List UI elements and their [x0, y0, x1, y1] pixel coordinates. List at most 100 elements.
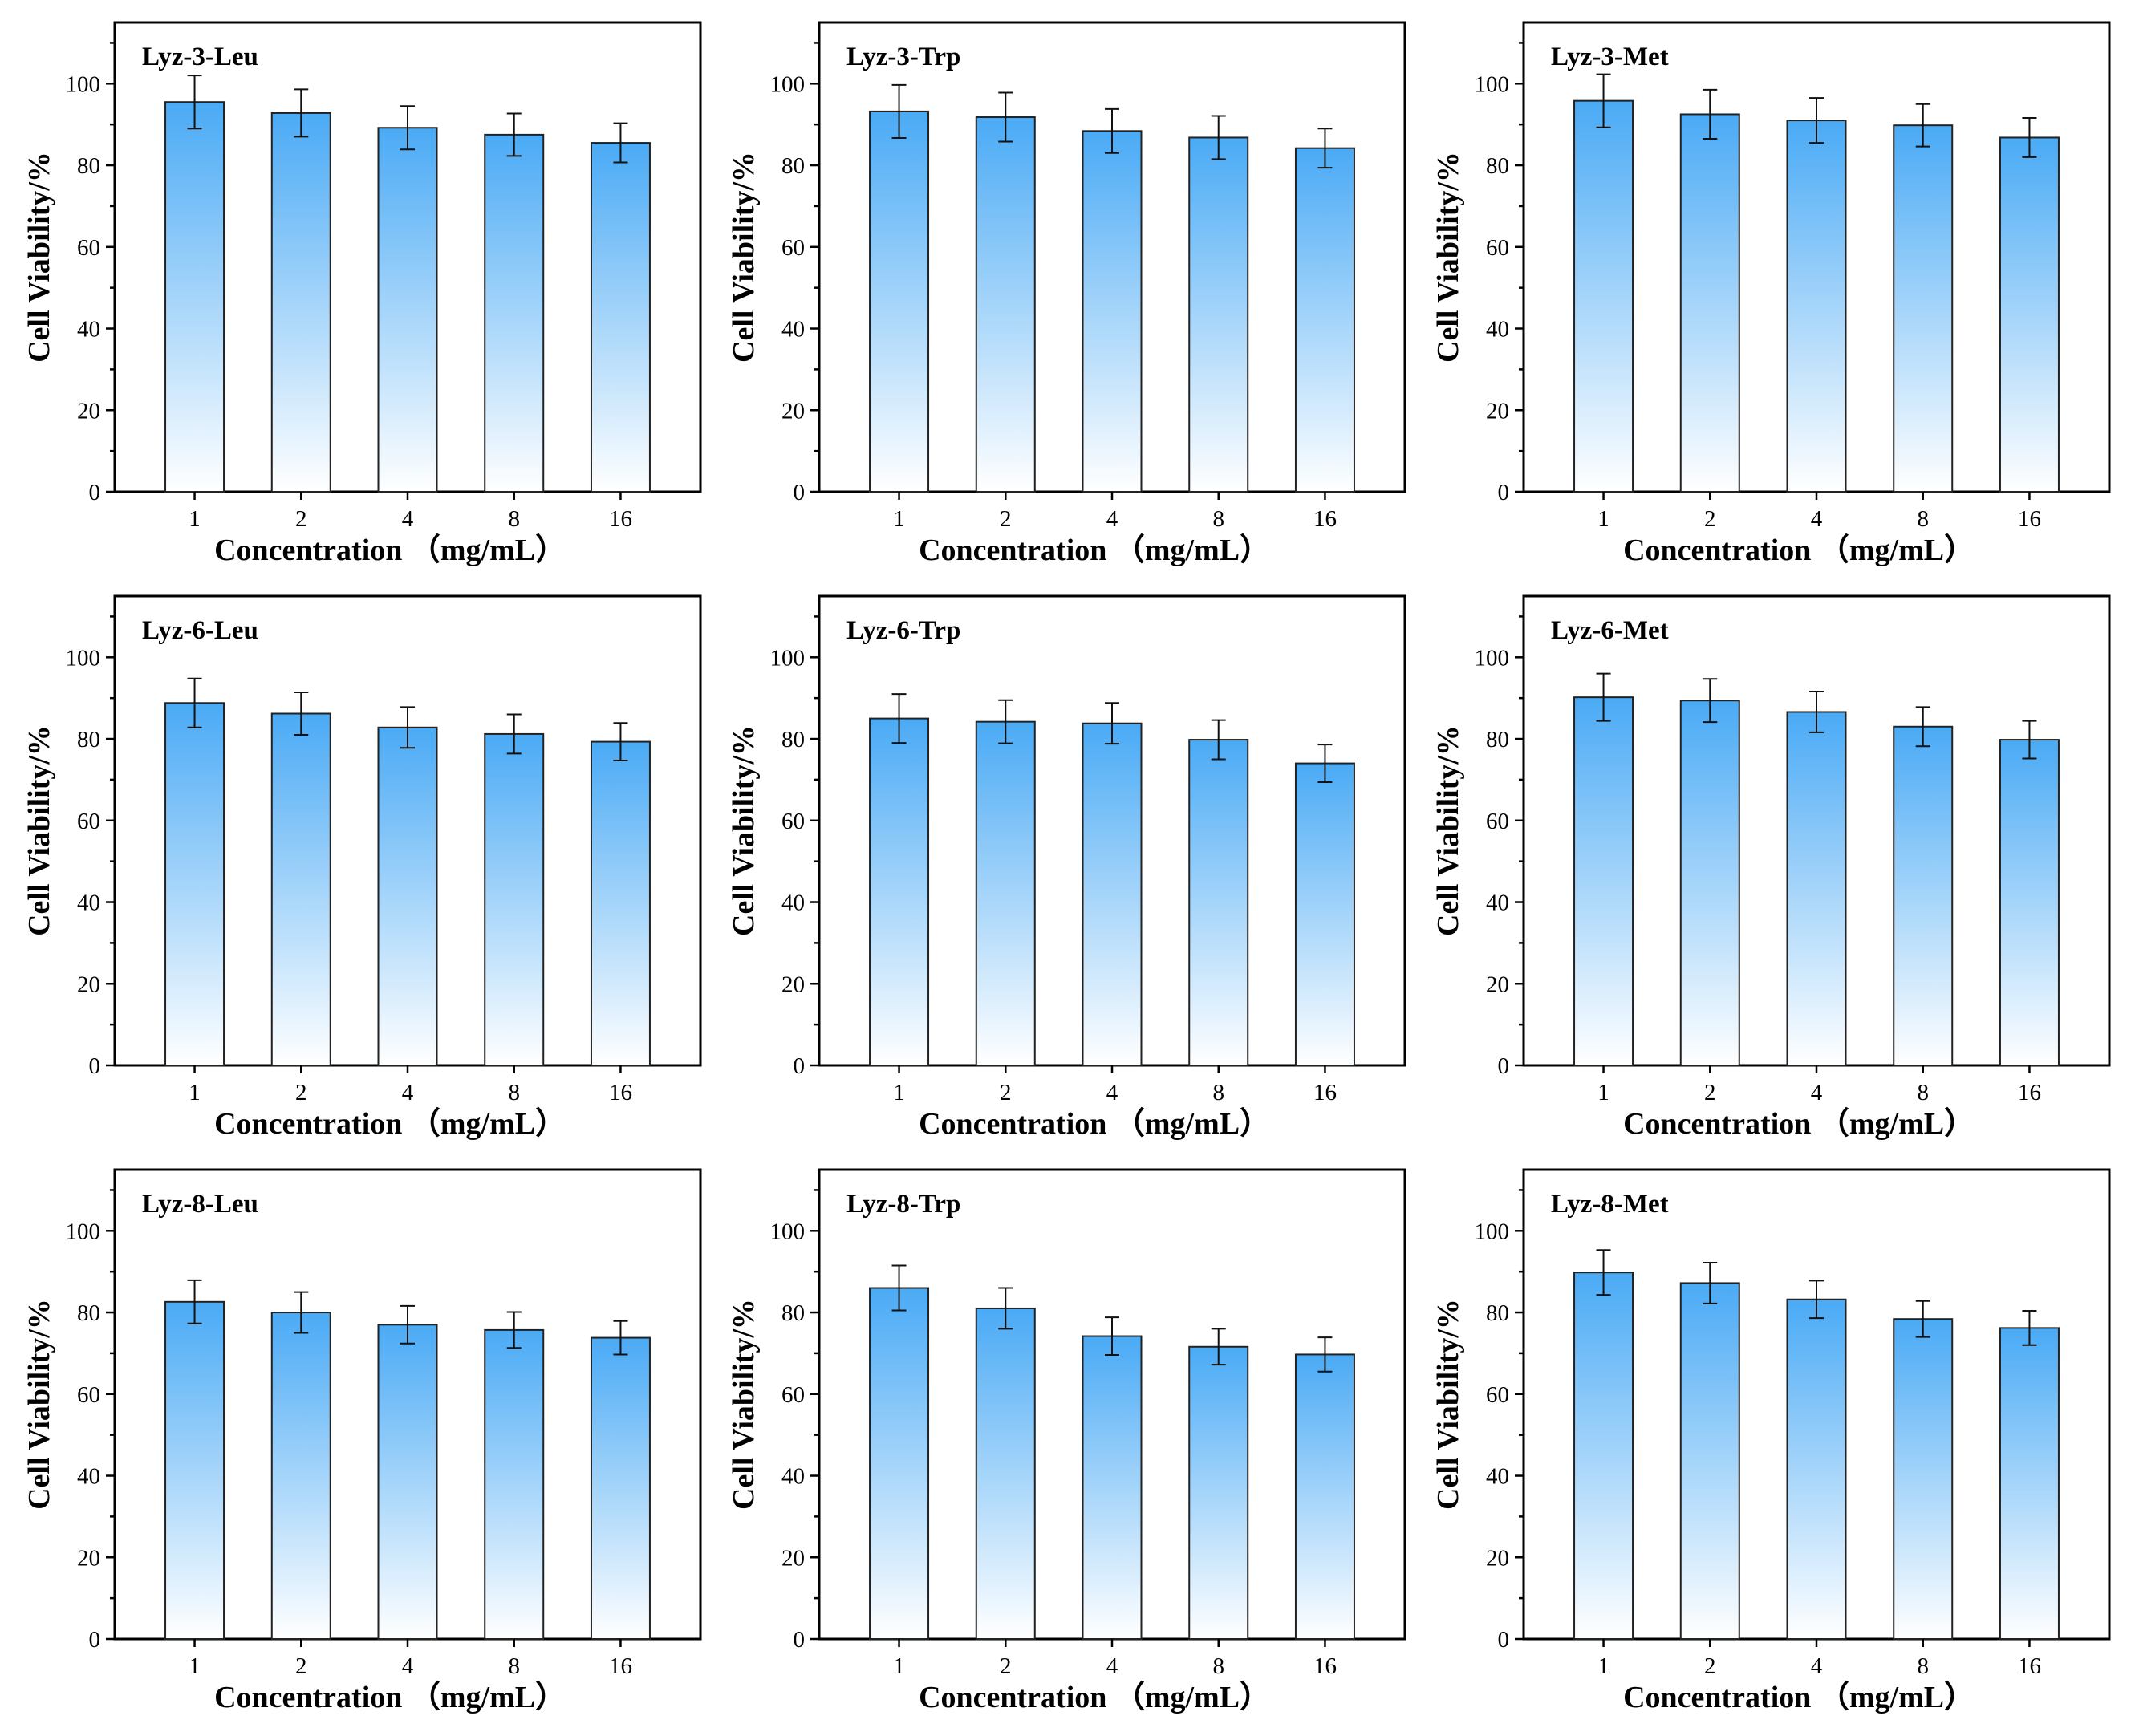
y-tick-label: 100: [66, 1219, 101, 1244]
chart-panel: Lyz-8-Leu 0 20 40 60 80 100 Cell Viability/% 1 2 4…: [22, 1168, 702, 1714]
panel-title: Lyz-3-Met: [1551, 43, 1669, 71]
bar: [484, 133, 545, 493]
x-tick-label: 16: [2018, 1080, 2041, 1105]
y-tick-label: 20: [1486, 398, 1509, 424]
y-tick-label: 40: [781, 890, 805, 916]
y-tick-label: 40: [781, 1464, 805, 1490]
y-tick-label: 100: [770, 645, 806, 671]
bar: [164, 1300, 225, 1640]
bar: [164, 702, 225, 1066]
y-tick-label: 0: [89, 1627, 101, 1653]
chart-panel: Lyz-6-Trp 0 20 40 60 80 100 Cell Viability/% 1 2 4…: [727, 594, 1406, 1141]
bar: [484, 1328, 545, 1640]
bar: [1188, 136, 1249, 493]
chart-panel: Lyz-6-Met 0 20 40 60 80 100 Cell Viability/% 1 2 4…: [1431, 594, 2111, 1141]
panel-title: Lyz-8-Leu: [142, 1190, 258, 1219]
y-tick-label: 60: [77, 1382, 100, 1408]
bar: [1999, 1327, 2060, 1640]
bar: [975, 720, 1036, 1067]
y-tick-label: 20: [1486, 1545, 1509, 1571]
x-tick-label: 1: [1597, 506, 1609, 532]
y-tick-label: 80: [77, 153, 100, 179]
x-tick-label: 8: [508, 506, 520, 532]
y-tick-label: 0: [794, 1627, 806, 1653]
bar: [1679, 113, 1740, 493]
y-tick-label: 20: [781, 971, 805, 997]
x-tick-label: 4: [1106, 506, 1118, 532]
x-tick-label: 8: [1212, 506, 1224, 532]
x-tick-label: 16: [1313, 1653, 1337, 1679]
y-tick-label: 20: [781, 398, 805, 424]
x-axis-title: Concentration （mg/mL）: [919, 1107, 1270, 1141]
bar: [377, 726, 438, 1066]
x-tick-label: 8: [1917, 1080, 1929, 1105]
bar: [1294, 762, 1355, 1067]
x-tick-label: 1: [893, 506, 905, 532]
bar: [1999, 136, 2060, 493]
bar: [1679, 1282, 1740, 1640]
x-tick-label: 2: [1704, 1080, 1716, 1105]
x-axis-title: Concentration （mg/mL）: [919, 1681, 1270, 1714]
y-tick-label: 0: [794, 1053, 806, 1079]
chart-panel: Lyz-3-Leu 0 20 40 60 80 100 Cell Viability/% 1 2 4…: [22, 21, 702, 567]
bar: [1679, 700, 1740, 1066]
x-tick-label: 2: [1000, 506, 1012, 532]
bar: [1082, 1335, 1143, 1641]
x-tick-label: 1: [1597, 1080, 1609, 1105]
bar: [590, 740, 651, 1067]
x-tick-label: 8: [1917, 506, 1929, 532]
y-axis-title: Cell Viability/%: [727, 725, 761, 936]
bar: [1082, 722, 1143, 1067]
bar: [1893, 124, 1954, 493]
x-tick-label: 16: [1313, 1080, 1337, 1105]
y-tick-label: 60: [781, 235, 805, 261]
x-tick-label: 2: [1000, 1653, 1012, 1679]
x-tick-label: 16: [609, 1653, 632, 1679]
x-axis-title: Concentration （mg/mL）: [1623, 1107, 1975, 1141]
x-tick-label: 16: [1313, 506, 1337, 532]
y-tick-label: 80: [781, 727, 805, 752]
y-tick-label: 80: [77, 727, 100, 752]
x-axis-title: Concentration （mg/mL）: [214, 533, 566, 567]
bar: [1294, 147, 1355, 493]
bar: [1999, 739, 2060, 1066]
y-tick-label: 100: [1475, 645, 1510, 671]
y-tick-label: 60: [77, 235, 100, 261]
panel-title: Lyz-3-Leu: [142, 43, 258, 71]
y-tick-label: 100: [1475, 71, 1510, 97]
bar: [270, 112, 331, 493]
y-axis-title: Cell Viability/%: [1431, 1299, 1465, 1510]
y-tick-label: 80: [1486, 727, 1509, 752]
x-tick-label: 1: [893, 1653, 905, 1679]
x-tick-label: 4: [402, 1653, 414, 1679]
chart-panel: Lyz-3-Trp 0 20 40 60 80 100 Cell Viability/% 1 2 4…: [727, 21, 1406, 567]
y-tick-label: 40: [1486, 1464, 1509, 1490]
x-tick-label: 8: [508, 1080, 520, 1105]
x-tick-label: 4: [402, 1080, 414, 1105]
bar: [869, 717, 930, 1066]
y-tick-label: 60: [1486, 1382, 1509, 1408]
y-tick-label: 100: [770, 1219, 806, 1244]
x-tick-label: 2: [1704, 1653, 1716, 1679]
y-axis-title: Cell Viability/%: [22, 152, 56, 363]
y-tick-label: 100: [66, 645, 101, 671]
y-tick-label: 80: [1486, 153, 1509, 179]
bar: [1786, 120, 1847, 493]
x-axis-title: Concentration （mg/mL）: [214, 1681, 566, 1714]
bar: [869, 110, 930, 493]
panel-title: Lyz-6-Trp: [846, 616, 960, 645]
y-tick-label: 100: [66, 71, 101, 97]
bar: [869, 1287, 930, 1640]
y-tick-label: 20: [77, 1545, 100, 1571]
bar: [270, 712, 331, 1066]
bar: [975, 116, 1036, 493]
x-tick-label: 1: [189, 506, 201, 532]
y-tick-label: 0: [1498, 480, 1510, 505]
y-tick-label: 20: [781, 1545, 805, 1571]
bar: [270, 1312, 331, 1640]
y-tick-label: 80: [781, 1300, 805, 1326]
y-tick-label: 80: [1486, 1300, 1509, 1326]
y-tick-label: 80: [77, 1300, 100, 1326]
y-tick-label: 20: [1486, 971, 1509, 997]
x-tick-label: 8: [1212, 1653, 1224, 1679]
